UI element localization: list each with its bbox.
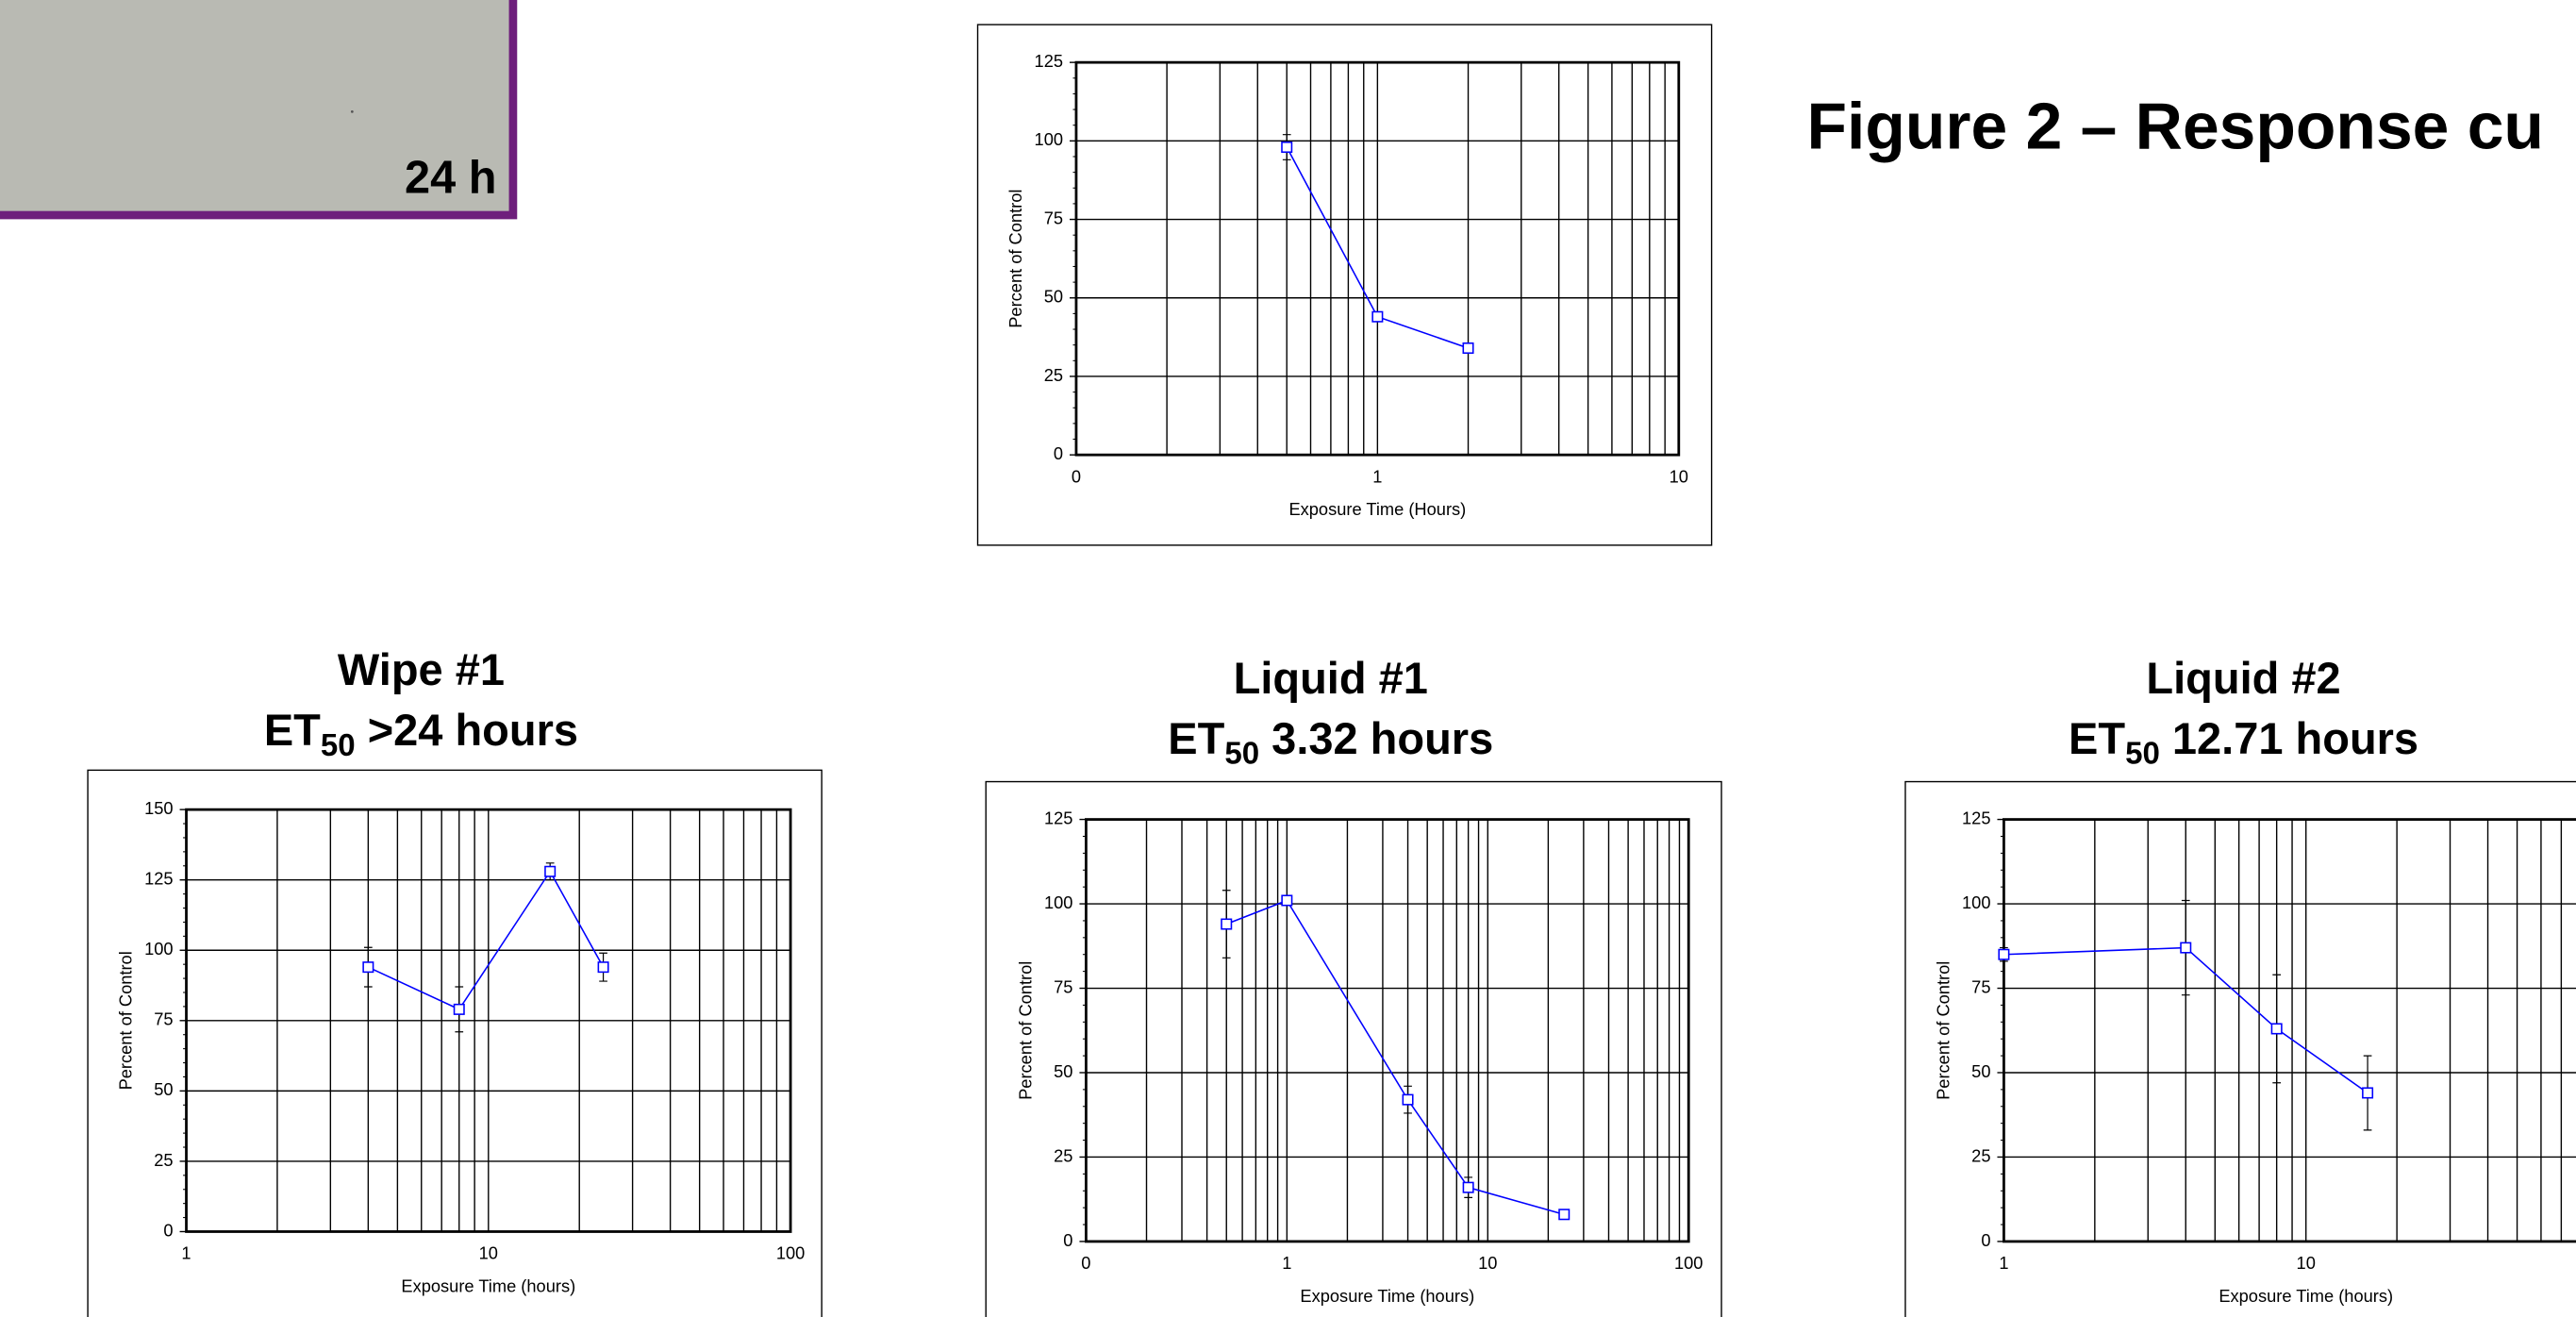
chart-title: Liquid #1 [1234, 653, 1428, 703]
data-point [1371, 310, 1384, 323]
chart-subtitle: ET50 >24 hours [264, 705, 578, 762]
x-tick-label: 10 [479, 1243, 498, 1263]
x-axis-label: Exposure Time (hours) [2219, 1286, 2393, 1306]
y-tick-label: 100 [1962, 892, 1990, 912]
y-tick-label: 125 [1044, 808, 1072, 827]
photo-label: 24 h [405, 152, 496, 203]
data-point [544, 865, 557, 877]
y-tick-label: 0 [163, 1220, 173, 1240]
y-axis-label: Percent of Control [1934, 961, 1953, 1100]
series-line [2003, 946, 2368, 1094]
data-point [1281, 894, 1293, 907]
subtitle-part: ET [2069, 713, 2125, 763]
data-point [1221, 918, 1233, 930]
chart-frame [985, 780, 1722, 1317]
chart-subtitle: ET50 12.71 hours [2069, 713, 2418, 771]
data-point [362, 961, 374, 974]
data-point [1462, 342, 1474, 355]
subtitle-part: 12.71 hours [2160, 713, 2418, 763]
data-point [2270, 1023, 2283, 1035]
y-axis-label: Percent of Control [1016, 961, 1036, 1100]
data-point [1402, 1093, 1414, 1106]
y-tick-label: 125 [144, 869, 173, 889]
photo [0, 0, 518, 220]
y-tick-label: 75 [1971, 976, 1990, 996]
data-point [1558, 1209, 1571, 1221]
data-point [2180, 942, 2192, 954]
x-tick-label: 10 [1670, 466, 1688, 486]
y-tick-label: 100 [144, 939, 173, 959]
subtitle-part: ET [1168, 713, 1224, 763]
chart-frame [87, 769, 823, 1317]
x-tick-label: 1 [1372, 466, 1382, 486]
y-tick-label: 50 [154, 1079, 173, 1099]
x-tick-label: 1 [181, 1243, 191, 1263]
x-tick-label: 100 [1674, 1253, 1703, 1273]
chart-title: Liquid #2 [2146, 653, 2340, 703]
plot-area [1074, 60, 1681, 457]
plot-area [185, 808, 792, 1233]
y-tick-label: 75 [1044, 208, 1063, 227]
y-tick-label: 25 [1054, 1145, 1072, 1165]
x-axis-label: Exposure Time (hours) [1300, 1286, 1474, 1306]
chart-title: Wipe #1 [338, 644, 505, 694]
y-tick-label: 150 [144, 798, 173, 818]
data-point [2362, 1087, 2374, 1099]
y-tick-label: 100 [1035, 129, 1063, 149]
subtitle-part: >24 hours [356, 705, 578, 755]
y-tick-label: 25 [1044, 365, 1063, 385]
x-tick-label: 0 [1081, 1253, 1090, 1273]
subtitle-part: 3.32 hours [1259, 713, 1493, 763]
series-line [368, 870, 605, 1010]
subscript: 50 [2125, 736, 2160, 771]
y-axis-label: Percent of Control [116, 951, 136, 1090]
chart-subtitle: ET50 3.32 hours [1168, 713, 1493, 771]
data-point [453, 1003, 465, 1015]
subscript: 50 [1224, 736, 1259, 771]
y-tick-label: 0 [1981, 1230, 1990, 1250]
y-tick-label: 75 [154, 1009, 173, 1029]
y-tick-label: 0 [1063, 1230, 1072, 1250]
y-tick-label: 25 [154, 1150, 173, 1170]
y-tick-label: 50 [1971, 1061, 1990, 1081]
y-tick-label: 50 [1054, 1061, 1072, 1081]
x-axis-label: Exposure Time (Hours) [1288, 499, 1466, 519]
x-tick-label: 10 [1478, 1253, 1497, 1273]
photo-speck [350, 109, 354, 113]
x-tick-label: 0 [1072, 466, 1081, 486]
y-tick-label: 50 [1044, 287, 1063, 307]
x-axis-label: Exposure Time (hours) [401, 1275, 575, 1295]
y-tick-label: 0 [1054, 443, 1063, 463]
x-tick-label: 1 [1282, 1253, 1291, 1273]
data-point [1281, 141, 1293, 154]
y-tick-label: 25 [1971, 1145, 1990, 1165]
y-tick-label: 75 [1054, 976, 1072, 996]
subtitle-part: ET [264, 705, 321, 755]
x-tick-label: 1 [1999, 1253, 2008, 1273]
chart-frame [1904, 780, 2576, 1317]
data-point [1998, 948, 2010, 960]
x-tick-label: 100 [776, 1243, 805, 1263]
subscript: 50 [321, 728, 356, 763]
figure-title: Figure 2 – Response cu [1807, 90, 2544, 163]
data-point [1462, 1181, 1474, 1193]
y-tick-label: 125 [1962, 808, 1990, 827]
chart-frame [976, 24, 1713, 546]
plot-area [2003, 818, 2576, 1243]
x-tick-label: 10 [2297, 1253, 2316, 1273]
plot-area [1085, 818, 1690, 1243]
y-axis-label: Percent of Control [1005, 190, 1025, 328]
y-tick-label: 125 [1035, 51, 1063, 71]
y-tick-label: 100 [1044, 892, 1072, 912]
data-point [597, 961, 609, 974]
